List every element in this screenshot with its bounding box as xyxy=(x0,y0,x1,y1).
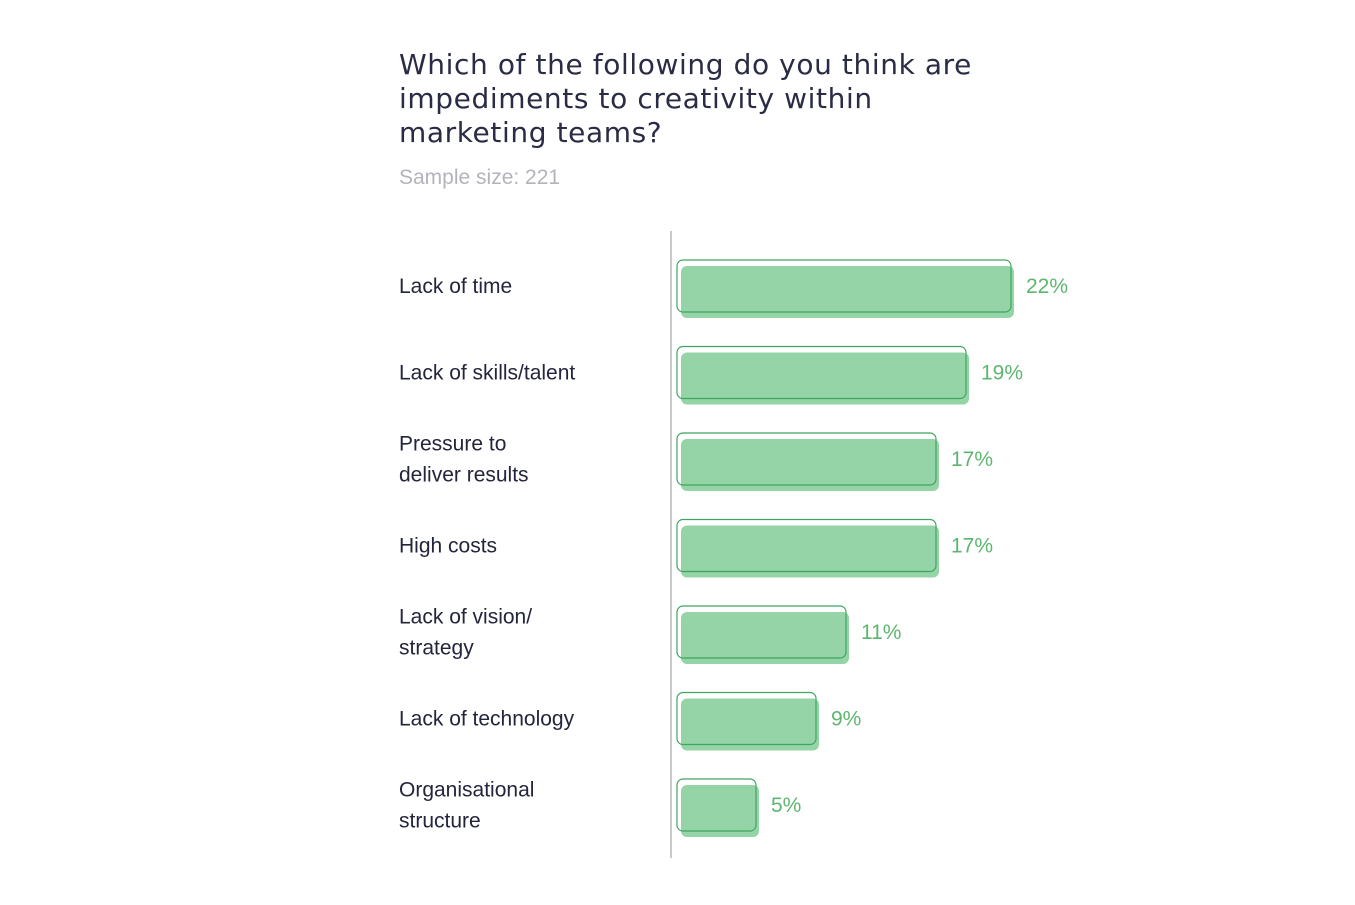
category-label-line: Lack of skills/talent xyxy=(399,362,575,385)
bar-fill xyxy=(681,698,819,751)
category-label-line: structure xyxy=(399,810,481,833)
category-label-line: High costs xyxy=(399,535,497,558)
bar-outline xyxy=(676,259,1012,313)
category-label: Lack of time xyxy=(399,275,512,298)
category-label: Pressure to deliver results xyxy=(399,433,529,487)
bar-fill xyxy=(681,352,969,405)
category-label: Lack of technology xyxy=(399,708,575,731)
bar-value-label: 19% xyxy=(981,362,1023,385)
bar-value-label: 17% xyxy=(951,448,993,471)
bar-outline xyxy=(676,518,937,573)
category-label-line: strategy xyxy=(399,637,474,660)
category-label-line: Lack of time xyxy=(399,275,512,298)
bar-fill xyxy=(681,612,849,664)
bar-outline xyxy=(676,691,817,746)
bar-value-label: 22% xyxy=(1026,275,1068,298)
bar-fill xyxy=(681,525,939,578)
bar-fill xyxy=(681,785,759,837)
category-label: High costs xyxy=(399,535,497,558)
bar-value-label: 5% xyxy=(771,794,801,817)
chart-subtitle: Sample size: 221 xyxy=(399,166,561,189)
category-label: Lack of vision/strategy xyxy=(399,606,532,660)
bar-outline xyxy=(676,345,967,400)
chart-title: Which of the following do you think are … xyxy=(399,48,972,149)
category-label-line: Lack of vision/ xyxy=(399,606,532,629)
bar-outline xyxy=(676,432,937,486)
bar-value-label: 9% xyxy=(831,708,861,731)
bar-outline xyxy=(676,605,847,659)
bar-value-label: 17% xyxy=(951,535,993,558)
category-label-line: Lack of technology xyxy=(399,708,575,731)
bar-fill xyxy=(681,439,939,491)
category-label: Organisational structure xyxy=(399,779,534,833)
category-label-line: deliver results xyxy=(399,464,529,487)
bar-fill xyxy=(681,266,1014,318)
category-label: Lack of skills/talent xyxy=(399,362,575,385)
category-label-line: Organisational xyxy=(399,779,534,802)
bar-outline xyxy=(676,778,757,832)
bar-value-label: 11% xyxy=(861,621,901,644)
category-label-line: Pressure to xyxy=(399,433,506,456)
